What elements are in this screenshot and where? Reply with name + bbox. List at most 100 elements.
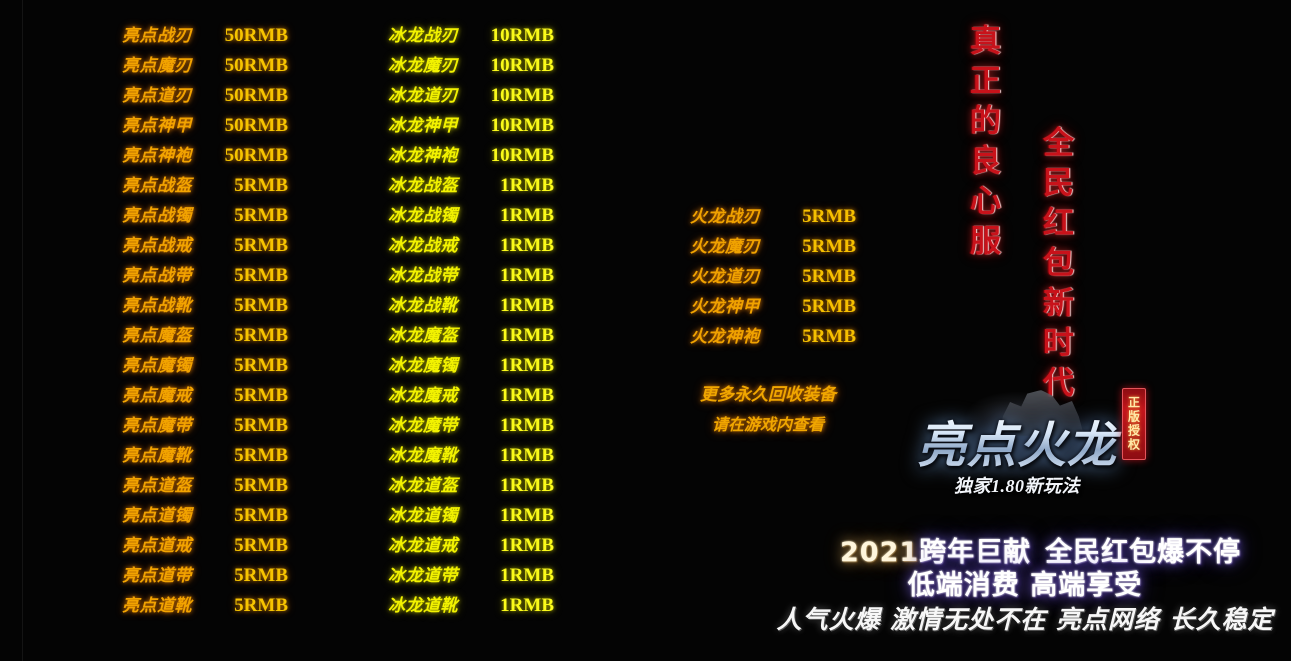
item-name: 冰龙战刃 bbox=[388, 26, 458, 46]
item-name: 冰龙魔戒 bbox=[388, 386, 458, 406]
price-row: 冰龙道镯 1RMB bbox=[388, 501, 554, 531]
item-price: 1RMB bbox=[500, 175, 554, 196]
item-price: 5RMB bbox=[234, 175, 288, 196]
item-name: 火龙道刃 bbox=[690, 267, 760, 287]
item-name: 亮点道盔 bbox=[122, 476, 192, 496]
item-price: 5RMB bbox=[802, 266, 856, 287]
bottom-slogan-1a: 跨年巨献 bbox=[919, 537, 1032, 568]
recycle-note-line-1: 更多永久回收装备 bbox=[700, 385, 836, 405]
price-row: 冰龙魔盔 1RMB bbox=[388, 321, 554, 351]
price-row: 冰龙战镯 1RMB bbox=[388, 201, 554, 231]
item-name: 亮点魔带 bbox=[122, 416, 192, 436]
item-price: 1RMB bbox=[500, 415, 554, 436]
price-row: 亮点战盔 5RMB bbox=[122, 171, 288, 201]
item-name: 亮点战刃 bbox=[122, 26, 192, 46]
item-price: 5RMB bbox=[234, 355, 288, 376]
item-name: 亮点战靴 bbox=[122, 296, 192, 316]
item-price: 5RMB bbox=[234, 235, 288, 256]
item-price: 5RMB bbox=[234, 325, 288, 346]
price-row: 亮点道镯 5RMB bbox=[122, 501, 288, 531]
item-price: 1RMB bbox=[500, 295, 554, 316]
item-name: 亮点神袍 bbox=[122, 146, 192, 166]
price-row: 亮点道盔 5RMB bbox=[122, 471, 288, 501]
item-name: 冰龙战带 bbox=[388, 266, 458, 286]
price-row: 火龙神袍 5RMB bbox=[690, 322, 856, 352]
item-name: 亮点战戒 bbox=[122, 236, 192, 256]
item-name: 冰龙道刃 bbox=[388, 86, 458, 106]
item-name: 冰龙战盔 bbox=[388, 176, 458, 196]
item-price: 50RMB bbox=[224, 55, 288, 76]
item-price: 5RMB bbox=[234, 505, 288, 526]
item-name: 冰龙道靴 bbox=[388, 596, 458, 616]
item-price: 1RMB bbox=[500, 235, 554, 256]
item-price: 10RMB bbox=[490, 25, 554, 46]
item-price: 1RMB bbox=[500, 565, 554, 586]
item-name: 亮点魔靴 bbox=[122, 446, 192, 466]
price-row: 亮点神袍 50RMB bbox=[122, 141, 288, 171]
item-name: 火龙魔刃 bbox=[690, 237, 760, 257]
price-row: 冰龙魔带 1RMB bbox=[388, 411, 554, 441]
item-price: 5RMB bbox=[802, 326, 856, 347]
item-name: 火龙战刃 bbox=[690, 207, 760, 227]
authorized-badge: 正版授权 bbox=[1122, 388, 1146, 460]
price-row: 亮点道靴 5RMB bbox=[122, 591, 288, 621]
item-name: 亮点战盔 bbox=[122, 176, 192, 196]
item-price: 1RMB bbox=[500, 445, 554, 466]
item-name: 亮点魔刃 bbox=[122, 56, 192, 76]
item-price: 1RMB bbox=[500, 595, 554, 616]
item-name: 冰龙魔刃 bbox=[388, 56, 458, 76]
game-logo: 亮点火龙 独家1.80新玩法 正版授权 bbox=[898, 388, 1178, 506]
price-row: 火龙道刃 5RMB bbox=[690, 262, 856, 292]
item-name: 亮点战镯 bbox=[122, 206, 192, 226]
item-price: 1RMB bbox=[500, 205, 554, 226]
price-row: 冰龙神甲 10RMB bbox=[388, 111, 554, 141]
item-price: 5RMB bbox=[234, 445, 288, 466]
price-row: 冰龙道带 1RMB bbox=[388, 561, 554, 591]
item-name: 冰龙战镯 bbox=[388, 206, 458, 226]
item-name: 亮点道镯 bbox=[122, 506, 192, 526]
price-row: 冰龙战盔 1RMB bbox=[388, 171, 554, 201]
recycle-note: 更多永久回收装备 请在游戏内查看 bbox=[678, 380, 858, 440]
item-name: 火龙神甲 bbox=[690, 297, 760, 317]
price-row: 亮点神甲 50RMB bbox=[122, 111, 288, 141]
price-column-binglong: 冰龙战刃 10RMB 冰龙魔刃 10RMB 冰龙道刃 10RMB 冰龙神甲 10RMB … bbox=[388, 21, 554, 621]
item-name: 亮点道刃 bbox=[122, 86, 192, 106]
item-price: 1RMB bbox=[500, 355, 554, 376]
price-row: 冰龙道盔 1RMB bbox=[388, 471, 554, 501]
item-name: 亮点魔镯 bbox=[122, 356, 192, 376]
recycle-note-line-2: 请在游戏内查看 bbox=[711, 415, 824, 434]
bottom-slogan-line-2: 低端消费 高端享受 bbox=[907, 570, 1143, 601]
logo-subtitle: 独家1.80新玩法 bbox=[954, 476, 1080, 496]
price-row: 冰龙魔靴 1RMB bbox=[388, 441, 554, 471]
authorized-badge-label: 正版授权 bbox=[1126, 396, 1141, 452]
price-row: 冰龙神袍 10RMB bbox=[388, 141, 554, 171]
price-row: 火龙战刃 5RMB bbox=[690, 202, 856, 232]
price-row: 亮点魔带 5RMB bbox=[122, 411, 288, 441]
price-row: 冰龙道戒 1RMB bbox=[388, 531, 554, 561]
item-price: 1RMB bbox=[500, 535, 554, 556]
bottom-slogan-line-1: 2021跨年巨献 全民红包爆不停 bbox=[840, 530, 1240, 569]
item-price: 5RMB bbox=[234, 385, 288, 406]
item-name: 亮点道带 bbox=[122, 566, 192, 586]
item-name: 冰龙道带 bbox=[388, 566, 458, 586]
price-row: 亮点战镯 5RMB bbox=[122, 201, 288, 231]
price-row: 亮点战靴 5RMB bbox=[122, 291, 288, 321]
item-name: 冰龙道戒 bbox=[388, 536, 458, 556]
item-price: 1RMB bbox=[500, 385, 554, 406]
item-name: 亮点魔盔 bbox=[122, 326, 192, 346]
item-name: 亮点道靴 bbox=[122, 596, 192, 616]
item-price: 1RMB bbox=[500, 475, 554, 496]
price-row: 亮点魔刃 50RMB bbox=[122, 51, 288, 81]
price-row: 亮点道刃 50RMB bbox=[122, 81, 288, 111]
logo-title: 亮点火龙 bbox=[910, 406, 1124, 477]
item-price: 1RMB bbox=[500, 325, 554, 346]
item-price: 5RMB bbox=[234, 535, 288, 556]
item-name: 冰龙道盔 bbox=[388, 476, 458, 496]
price-row: 亮点战刃 50RMB bbox=[122, 21, 288, 51]
price-row: 冰龙战刃 10RMB bbox=[388, 21, 554, 51]
item-name: 冰龙神甲 bbox=[388, 116, 458, 136]
vertical-slogan-genuine-service: 真正的良心服 bbox=[964, 24, 1000, 264]
price-row: 火龙魔刃 5RMB bbox=[690, 232, 856, 262]
item-price: 10RMB bbox=[490, 85, 554, 106]
